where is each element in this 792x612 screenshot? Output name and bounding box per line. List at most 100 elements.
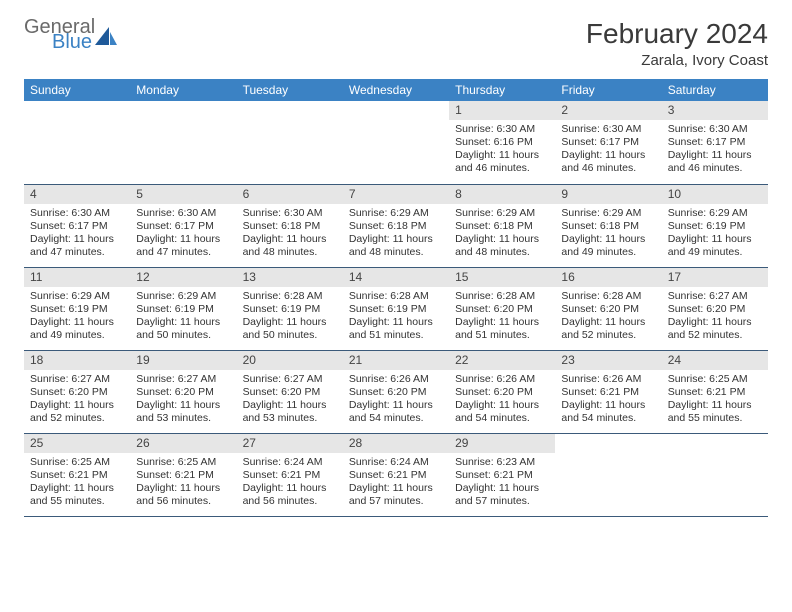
day-number: 27 xyxy=(237,434,343,453)
calendar-day-cell: 16Sunrise: 6:28 AMSunset: 6:20 PMDayligh… xyxy=(555,267,661,350)
day-number: 19 xyxy=(130,351,236,370)
day-body: Sunrise: 6:27 AMSunset: 6:20 PMDaylight:… xyxy=(662,287,768,347)
calendar-day-cell: 8Sunrise: 6:29 AMSunset: 6:18 PMDaylight… xyxy=(449,184,555,267)
day-body: Sunrise: 6:24 AMSunset: 6:21 PMDaylight:… xyxy=(237,453,343,513)
weekday-header: Thursday xyxy=(449,79,555,101)
calendar-day-cell: 5Sunrise: 6:30 AMSunset: 6:17 PMDaylight… xyxy=(130,184,236,267)
daylight-text-1: Daylight: 11 hours xyxy=(455,233,549,246)
daylight-text-2: and 47 minutes. xyxy=(30,246,124,259)
day-number: 3 xyxy=(662,101,768,120)
calendar-day-cell: 7Sunrise: 6:29 AMSunset: 6:18 PMDaylight… xyxy=(343,184,449,267)
sunset-text: Sunset: 6:20 PM xyxy=(561,303,655,316)
sunrise-text: Sunrise: 6:24 AM xyxy=(349,456,443,469)
sunset-text: Sunset: 6:21 PM xyxy=(30,469,124,482)
sunset-text: Sunset: 6:16 PM xyxy=(455,136,549,149)
calendar-day-cell: 26Sunrise: 6:25 AMSunset: 6:21 PMDayligh… xyxy=(130,433,236,516)
weekday-header: Friday xyxy=(555,79,661,101)
daylight-text-2: and 56 minutes. xyxy=(136,495,230,508)
day-number: 17 xyxy=(662,268,768,287)
sunset-text: Sunset: 6:17 PM xyxy=(668,136,762,149)
day-body: Sunrise: 6:29 AMSunset: 6:18 PMDaylight:… xyxy=(449,204,555,264)
daylight-text-2: and 49 minutes. xyxy=(561,246,655,259)
sunrise-text: Sunrise: 6:26 AM xyxy=(561,373,655,386)
sunrise-text: Sunrise: 6:30 AM xyxy=(668,123,762,136)
logo: General Blue xyxy=(24,18,117,52)
sunset-text: Sunset: 6:17 PM xyxy=(30,220,124,233)
daylight-text-2: and 50 minutes. xyxy=(243,329,337,342)
day-body: Sunrise: 6:30 AMSunset: 6:18 PMDaylight:… xyxy=(237,204,343,264)
month-title: February 2024 xyxy=(586,18,768,50)
daylight-text-2: and 48 minutes. xyxy=(455,246,549,259)
calendar-day-cell: . xyxy=(237,101,343,184)
logo-sail-icon xyxy=(95,27,117,45)
day-number: 26 xyxy=(130,434,236,453)
daylight-text-1: Daylight: 11 hours xyxy=(30,482,124,495)
calendar-day-cell: 10Sunrise: 6:29 AMSunset: 6:19 PMDayligh… xyxy=(662,184,768,267)
calendar-day-cell: 14Sunrise: 6:28 AMSunset: 6:19 PMDayligh… xyxy=(343,267,449,350)
daylight-text-1: Daylight: 11 hours xyxy=(668,399,762,412)
day-number: 2 xyxy=(555,101,661,120)
sunrise-text: Sunrise: 6:25 AM xyxy=(136,456,230,469)
daylight-text-2: and 51 minutes. xyxy=(455,329,549,342)
sunset-text: Sunset: 6:18 PM xyxy=(455,220,549,233)
daylight-text-1: Daylight: 11 hours xyxy=(349,399,443,412)
daylight-text-2: and 55 minutes. xyxy=(30,495,124,508)
day-number: 5 xyxy=(130,185,236,204)
day-number: 1 xyxy=(449,101,555,120)
sunrise-text: Sunrise: 6:29 AM xyxy=(349,207,443,220)
sunset-text: Sunset: 6:20 PM xyxy=(455,386,549,399)
day-number: 18 xyxy=(24,351,130,370)
weekday-header: Monday xyxy=(130,79,236,101)
sunrise-text: Sunrise: 6:29 AM xyxy=(561,207,655,220)
sunrise-text: Sunrise: 6:27 AM xyxy=(243,373,337,386)
calendar-day-cell: 19Sunrise: 6:27 AMSunset: 6:20 PMDayligh… xyxy=(130,350,236,433)
day-number: 11 xyxy=(24,268,130,287)
daylight-text-2: and 52 minutes. xyxy=(561,329,655,342)
sunset-text: Sunset: 6:19 PM xyxy=(30,303,124,316)
daylight-text-2: and 46 minutes. xyxy=(668,162,762,175)
sunset-text: Sunset: 6:17 PM xyxy=(561,136,655,149)
day-number: 15 xyxy=(449,268,555,287)
daylight-text-2: and 53 minutes. xyxy=(243,412,337,425)
sunset-text: Sunset: 6:21 PM xyxy=(668,386,762,399)
day-body: Sunrise: 6:25 AMSunset: 6:21 PMDaylight:… xyxy=(24,453,130,513)
daylight-text-2: and 52 minutes. xyxy=(30,412,124,425)
sunrise-text: Sunrise: 6:28 AM xyxy=(455,290,549,303)
sunrise-text: Sunrise: 6:26 AM xyxy=(349,373,443,386)
sunrise-text: Sunrise: 6:30 AM xyxy=(30,207,124,220)
day-body: Sunrise: 6:25 AMSunset: 6:21 PMDaylight:… xyxy=(130,453,236,513)
sunset-text: Sunset: 6:17 PM xyxy=(136,220,230,233)
sunrise-text: Sunrise: 6:28 AM xyxy=(349,290,443,303)
day-number: 25 xyxy=(24,434,130,453)
daylight-text-1: Daylight: 11 hours xyxy=(561,316,655,329)
sunrise-text: Sunrise: 6:23 AM xyxy=(455,456,549,469)
daylight-text-1: Daylight: 11 hours xyxy=(243,316,337,329)
sunrise-text: Sunrise: 6:24 AM xyxy=(243,456,337,469)
sunset-text: Sunset: 6:18 PM xyxy=(349,220,443,233)
sunrise-text: Sunrise: 6:28 AM xyxy=(561,290,655,303)
daylight-text-1: Daylight: 11 hours xyxy=(136,482,230,495)
daylight-text-1: Daylight: 11 hours xyxy=(455,399,549,412)
day-number: 10 xyxy=(662,185,768,204)
calendar-day-cell: . xyxy=(24,101,130,184)
calendar-day-cell: 6Sunrise: 6:30 AMSunset: 6:18 PMDaylight… xyxy=(237,184,343,267)
day-body: Sunrise: 6:30 AMSunset: 6:17 PMDaylight:… xyxy=(130,204,236,264)
sunrise-text: Sunrise: 6:29 AM xyxy=(455,207,549,220)
sunrise-text: Sunrise: 6:25 AM xyxy=(668,373,762,386)
calendar-day-cell: 1Sunrise: 6:30 AMSunset: 6:16 PMDaylight… xyxy=(449,101,555,184)
day-number: 6 xyxy=(237,185,343,204)
daylight-text-1: Daylight: 11 hours xyxy=(243,482,337,495)
day-body: Sunrise: 6:26 AMSunset: 6:20 PMDaylight:… xyxy=(449,370,555,430)
daylight-text-2: and 46 minutes. xyxy=(455,162,549,175)
day-body: Sunrise: 6:29 AMSunset: 6:19 PMDaylight:… xyxy=(662,204,768,264)
calendar-day-cell: 12Sunrise: 6:29 AMSunset: 6:19 PMDayligh… xyxy=(130,267,236,350)
calendar-day-cell: 4Sunrise: 6:30 AMSunset: 6:17 PMDaylight… xyxy=(24,184,130,267)
daylight-text-1: Daylight: 11 hours xyxy=(349,482,443,495)
sunset-text: Sunset: 6:20 PM xyxy=(243,386,337,399)
daylight-text-2: and 47 minutes. xyxy=(136,246,230,259)
daylight-text-1: Daylight: 11 hours xyxy=(668,233,762,246)
daylight-text-2: and 57 minutes. xyxy=(455,495,549,508)
day-body: Sunrise: 6:24 AMSunset: 6:21 PMDaylight:… xyxy=(343,453,449,513)
daylight-text-2: and 50 minutes. xyxy=(136,329,230,342)
daylight-text-2: and 55 minutes. xyxy=(668,412,762,425)
